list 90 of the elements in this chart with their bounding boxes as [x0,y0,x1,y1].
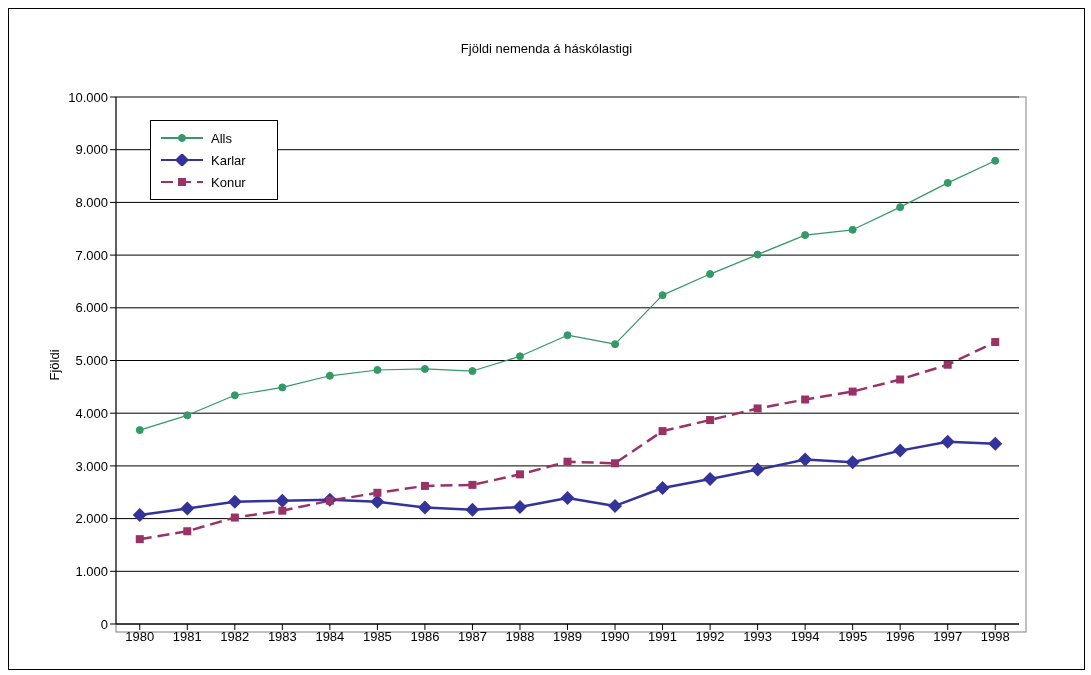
y-tick-label: 6.000 [75,300,108,316]
point [848,225,857,234]
point [465,502,480,517]
point [180,501,195,516]
x-tick-label: 1997 [933,629,963,645]
point [468,367,477,376]
y-tick-label: 8.000 [75,195,108,211]
point [706,416,715,425]
point [750,462,765,477]
point [658,291,667,300]
x-tick-label: 1990 [600,629,630,645]
point [230,391,239,400]
point [608,498,623,513]
point [512,500,527,515]
point [991,156,1000,165]
point [515,352,524,361]
x-tick-label: 1981 [172,629,202,645]
legend-label: Alls [211,130,232,146]
y-axis-title: Fjöldi [46,349,62,381]
x-tick-label: 1988 [505,629,535,645]
x-tick-label: 1996 [885,629,915,645]
point [655,481,670,496]
x-tick-label: 1985 [362,629,392,645]
point [373,365,382,374]
x-tick-label: 1989 [553,629,582,645]
point [227,494,242,509]
y-tick-label: 7.000 [75,247,108,263]
point [468,480,477,489]
point [515,470,524,479]
point [801,395,810,404]
point [896,203,905,212]
y-tick-label: 3.000 [75,458,108,474]
point [183,527,192,536]
x-tick-label: 1984 [315,629,345,645]
point [132,507,147,522]
point [845,455,860,470]
x-tick-label: 1998 [980,629,1010,645]
point [801,231,810,240]
chart-title: Fjöldi nemenda á háskólastigi [459,41,634,56]
point [278,506,287,515]
point [940,434,955,449]
point [991,338,1000,347]
legend-label: Karlar [211,152,246,168]
point [230,513,239,522]
point [798,452,813,467]
x-tick-label: 1983 [267,629,297,645]
y-tick-label: 1.000 [75,563,108,579]
y-tick-label: 9.000 [75,142,108,158]
point [658,427,667,436]
point [563,457,572,466]
x-tick-label: 1982 [220,629,250,645]
point [373,488,382,497]
y-tick-label: 5.000 [75,353,108,369]
legend-label: Konur [211,174,246,190]
point [753,404,762,413]
point [563,331,572,340]
point [988,436,1003,451]
point [848,387,857,396]
point [611,340,620,349]
point [135,535,144,544]
point [325,371,334,380]
point [943,360,952,369]
x-tick-label: 1986 [410,629,440,645]
x-tick-label: 1994 [790,629,820,645]
point [275,493,290,508]
point [417,500,432,515]
x-tick-label: 1980 [125,629,155,645]
point [703,472,718,487]
point [753,250,762,259]
point [896,375,905,384]
x-tick-label: 1993 [743,629,773,645]
point [611,459,620,468]
point [420,481,429,490]
point [183,411,192,420]
point [420,364,429,373]
point [135,426,144,435]
point [370,494,385,509]
point [560,491,575,506]
x-tick-label: 1991 [648,629,678,645]
x-tick-label: 1995 [838,629,868,645]
point [943,178,952,187]
x-tick-label: 1987 [457,629,487,645]
point [278,383,287,392]
y-tick-label: 4.000 [75,405,108,421]
x-tick-label: 1992 [695,629,725,645]
y-tick-label: 10.000 [68,89,108,105]
point [706,270,715,279]
y-tick-label: 2.000 [75,511,108,527]
y-tick-label: 0 [100,616,108,632]
point [893,443,908,458]
